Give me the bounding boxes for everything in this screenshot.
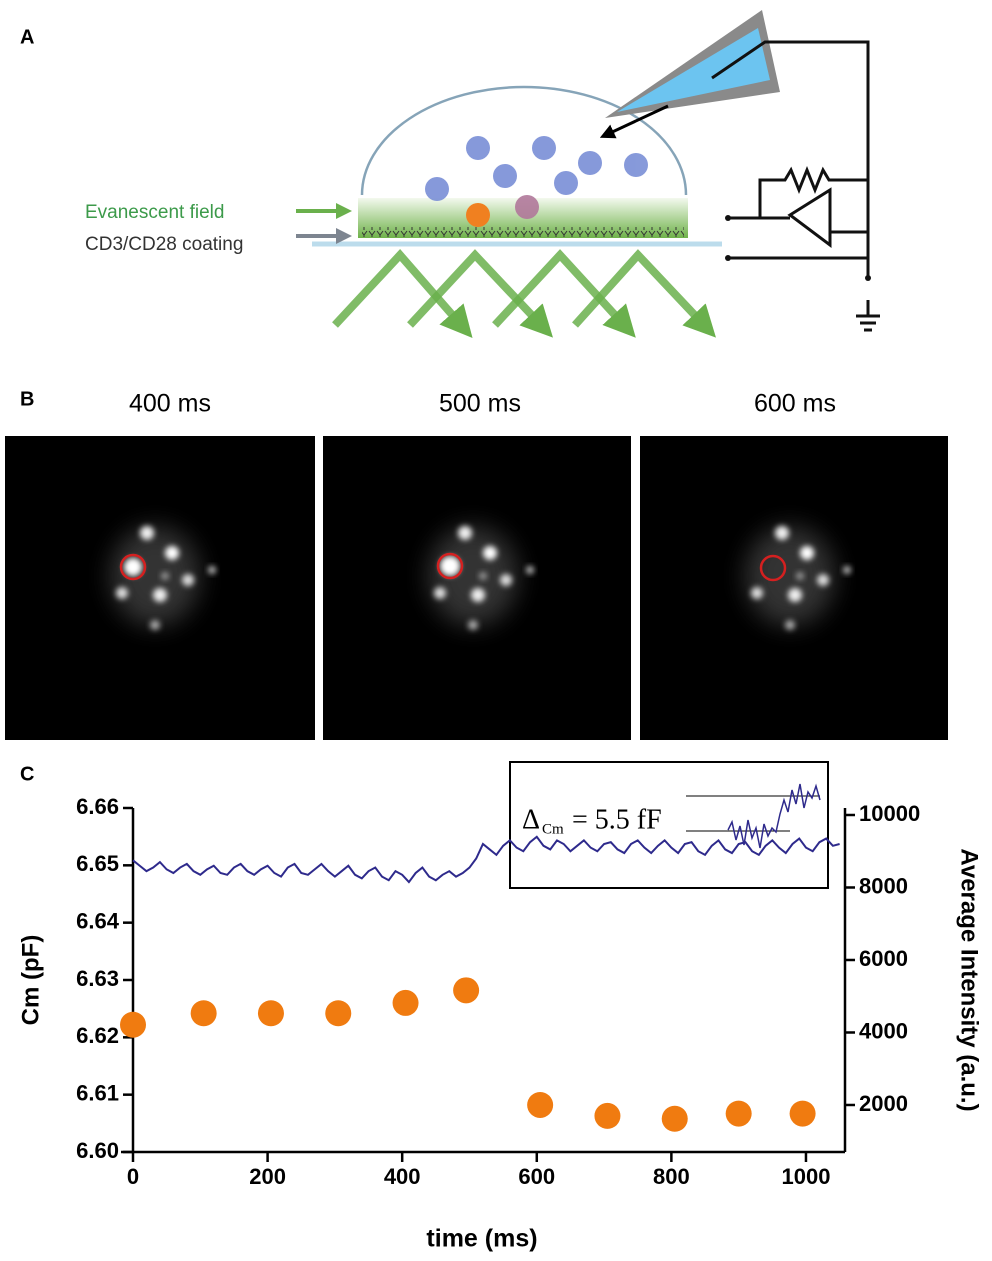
label-coating: CD3/CD28 coating [85, 234, 243, 255]
intensity-line [132, 835, 840, 884]
x-tick-label: 0 [127, 1164, 139, 1189]
y-tick-label: 6.64 [76, 908, 120, 933]
x-axis-label: time (ms) [426, 1225, 537, 1253]
y2-axis-label: Average Intensity (a.u.) [956, 848, 983, 1111]
panel-label: A [20, 26, 34, 48]
cm-point [789, 1100, 816, 1127]
frame-image [5, 436, 315, 740]
frame-image [323, 436, 631, 740]
inset-subscript: Cm [542, 821, 564, 837]
y-tick-label: 6.61 [76, 1080, 119, 1105]
cm-point [594, 1102, 621, 1129]
panel-label: B [20, 388, 34, 410]
y-tick-label: 6.65 [76, 851, 119, 876]
y2-tick-label: 4000 [859, 1018, 908, 1043]
x-tick-label: 600 [518, 1164, 555, 1189]
y2-tick-label: 6000 [859, 946, 908, 971]
cm-point [325, 1000, 352, 1027]
frame-title: 500 ms [439, 390, 521, 418]
frame-image [640, 436, 948, 740]
y-axis-label: Cm (pF) [17, 935, 44, 1026]
cm-point [257, 1000, 284, 1027]
setup-diagram [296, 10, 880, 339]
cm-point [392, 989, 419, 1016]
x-tick-label: 1000 [781, 1164, 830, 1189]
y-tick-label: 6.62 [76, 1023, 119, 1048]
y-tick-label: 6.60 [76, 1138, 119, 1163]
label-evanescent: Evanescent field [85, 202, 224, 223]
panel-label: C [20, 763, 34, 785]
y2-tick-label: 8000 [859, 873, 908, 898]
inset-symbol: Δ [522, 804, 540, 835]
inset-text: = 5.5 fF [572, 804, 662, 835]
y2-tick-label: 10000 [859, 801, 920, 826]
y-tick-label: 6.66 [76, 794, 119, 819]
cm-point [453, 977, 480, 1004]
x-tick-label: 800 [653, 1164, 690, 1189]
inset [509, 761, 829, 889]
y-tick-label: 6.63 [76, 966, 119, 991]
x-tick-label: 400 [384, 1164, 421, 1189]
frame-title: 400 ms [129, 390, 211, 418]
cm-point [527, 1091, 554, 1118]
y2-tick-label: 2000 [859, 1091, 908, 1116]
frame-title: 600 ms [754, 390, 836, 418]
cm-point [190, 1000, 217, 1027]
cm-point [120, 1011, 146, 1038]
x-tick-label: 200 [249, 1164, 286, 1189]
cm-point [725, 1100, 752, 1127]
cm-point [661, 1105, 688, 1132]
